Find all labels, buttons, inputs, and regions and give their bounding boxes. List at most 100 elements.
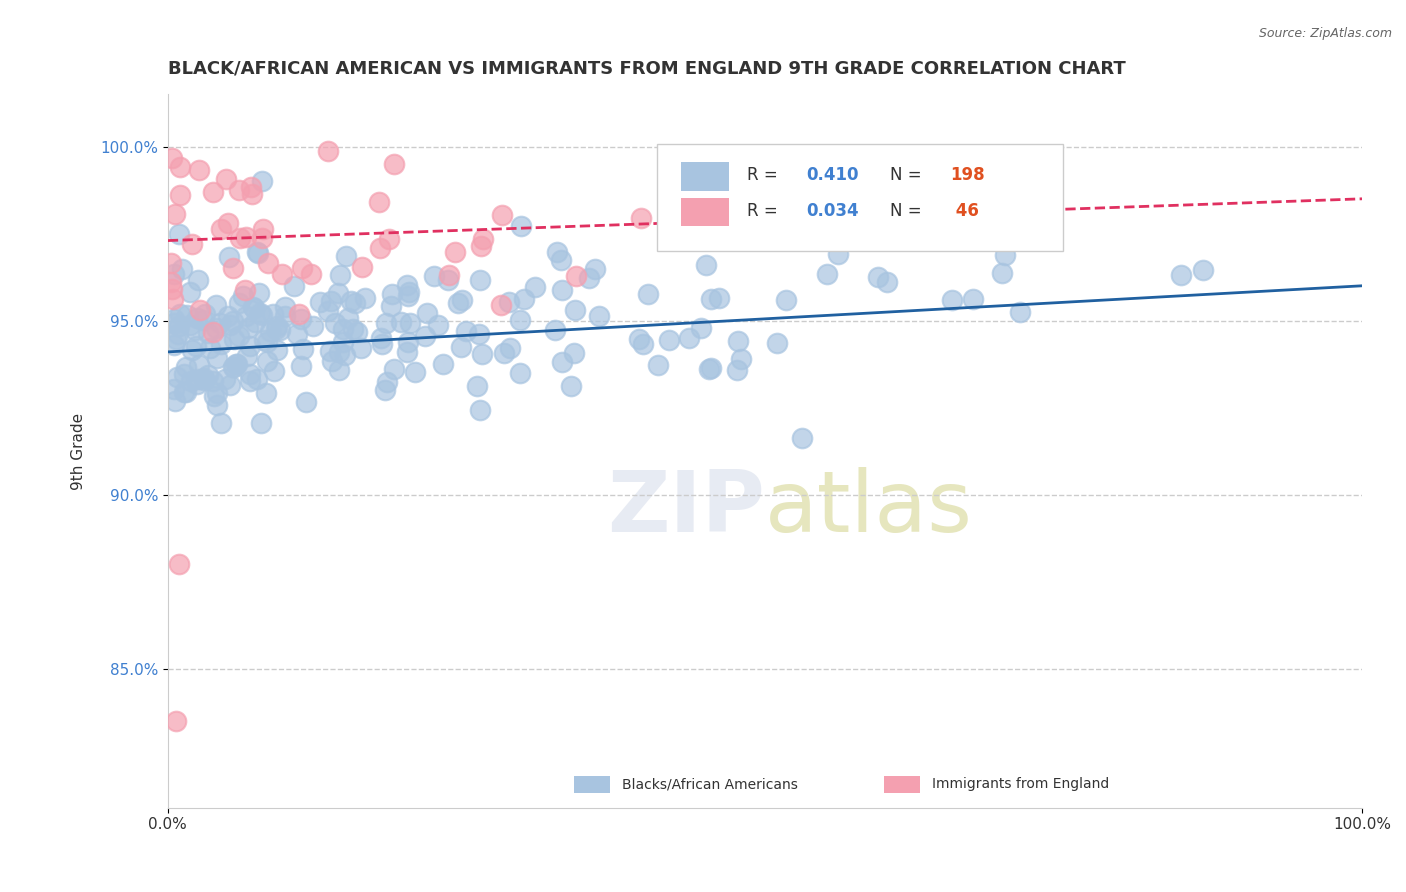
Point <box>163 312 186 326</box>
Point <box>264 322 287 336</box>
Point <box>316 145 339 159</box>
Point <box>246 245 269 260</box>
Point <box>285 327 308 342</box>
Point <box>236 320 259 334</box>
Point <box>235 230 257 244</box>
Point <box>700 360 723 375</box>
Point <box>381 287 404 301</box>
Point <box>447 295 470 310</box>
Point <box>181 236 204 251</box>
Point <box>201 326 224 340</box>
Point <box>250 416 273 430</box>
Point <box>222 360 245 375</box>
Point <box>346 325 368 339</box>
Point <box>274 309 297 323</box>
Point <box>551 283 574 297</box>
Point <box>470 403 492 417</box>
Point <box>173 384 195 399</box>
Point <box>815 268 838 282</box>
Point <box>578 271 600 285</box>
Point <box>328 345 350 359</box>
Point <box>165 332 187 346</box>
Point <box>827 247 849 261</box>
Point <box>399 316 422 330</box>
Point <box>380 299 402 313</box>
Point <box>262 307 284 321</box>
Point <box>472 232 495 246</box>
Point <box>398 285 420 300</box>
Point <box>169 161 191 175</box>
Point <box>232 288 254 302</box>
Point <box>205 351 228 365</box>
Point <box>197 368 219 383</box>
Point <box>499 341 522 355</box>
Point <box>291 342 314 356</box>
Point <box>427 318 450 332</box>
Point <box>790 431 813 445</box>
Text: 198: 198 <box>950 166 984 184</box>
Point <box>235 310 257 324</box>
Point <box>378 232 401 246</box>
Point <box>167 557 190 571</box>
Point <box>551 355 574 369</box>
Point <box>201 185 224 199</box>
Point <box>160 275 183 289</box>
Point <box>257 256 280 270</box>
Point <box>225 357 247 371</box>
Point <box>991 266 1014 280</box>
Point <box>163 267 186 281</box>
Point <box>368 241 391 255</box>
Text: N =: N = <box>890 202 927 219</box>
Point <box>689 321 711 335</box>
Text: 0.034: 0.034 <box>807 202 859 219</box>
Point <box>588 309 610 323</box>
Point <box>247 286 270 301</box>
Point <box>318 304 340 318</box>
Text: ZIP: ZIP <box>607 467 765 549</box>
Point <box>678 331 700 345</box>
Point <box>187 273 209 287</box>
Point <box>181 343 204 357</box>
Point <box>353 291 375 305</box>
Text: N =: N = <box>890 166 927 184</box>
Point <box>256 334 278 349</box>
Point <box>205 385 228 400</box>
Point <box>226 357 249 371</box>
Point <box>309 294 332 309</box>
Point <box>335 249 357 263</box>
Point <box>471 347 494 361</box>
Point <box>169 187 191 202</box>
Point <box>162 292 184 306</box>
Point <box>396 334 419 349</box>
Point <box>416 306 439 320</box>
Point <box>188 163 211 178</box>
Point <box>167 319 190 334</box>
Point <box>509 313 531 327</box>
Point <box>250 308 273 322</box>
Point <box>167 227 190 241</box>
Text: Blacks/African Americans: Blacks/African Americans <box>621 777 797 791</box>
Point <box>165 207 187 221</box>
Point <box>491 208 513 222</box>
Point <box>1192 262 1215 277</box>
Point <box>166 327 188 342</box>
Point <box>1008 305 1031 319</box>
Point <box>326 285 349 300</box>
Point <box>695 258 717 272</box>
Point <box>188 303 211 318</box>
Point <box>259 324 281 338</box>
Point <box>242 300 264 314</box>
Point <box>415 328 437 343</box>
Point <box>377 375 399 389</box>
FancyBboxPatch shape <box>682 198 730 227</box>
Point <box>437 268 460 283</box>
Point <box>180 374 202 388</box>
Point <box>368 194 391 209</box>
Point <box>350 341 373 355</box>
Point <box>214 371 236 385</box>
Point <box>374 383 396 397</box>
Point <box>176 360 198 375</box>
Point <box>299 268 322 282</box>
Point <box>494 346 516 360</box>
FancyBboxPatch shape <box>658 145 1063 252</box>
